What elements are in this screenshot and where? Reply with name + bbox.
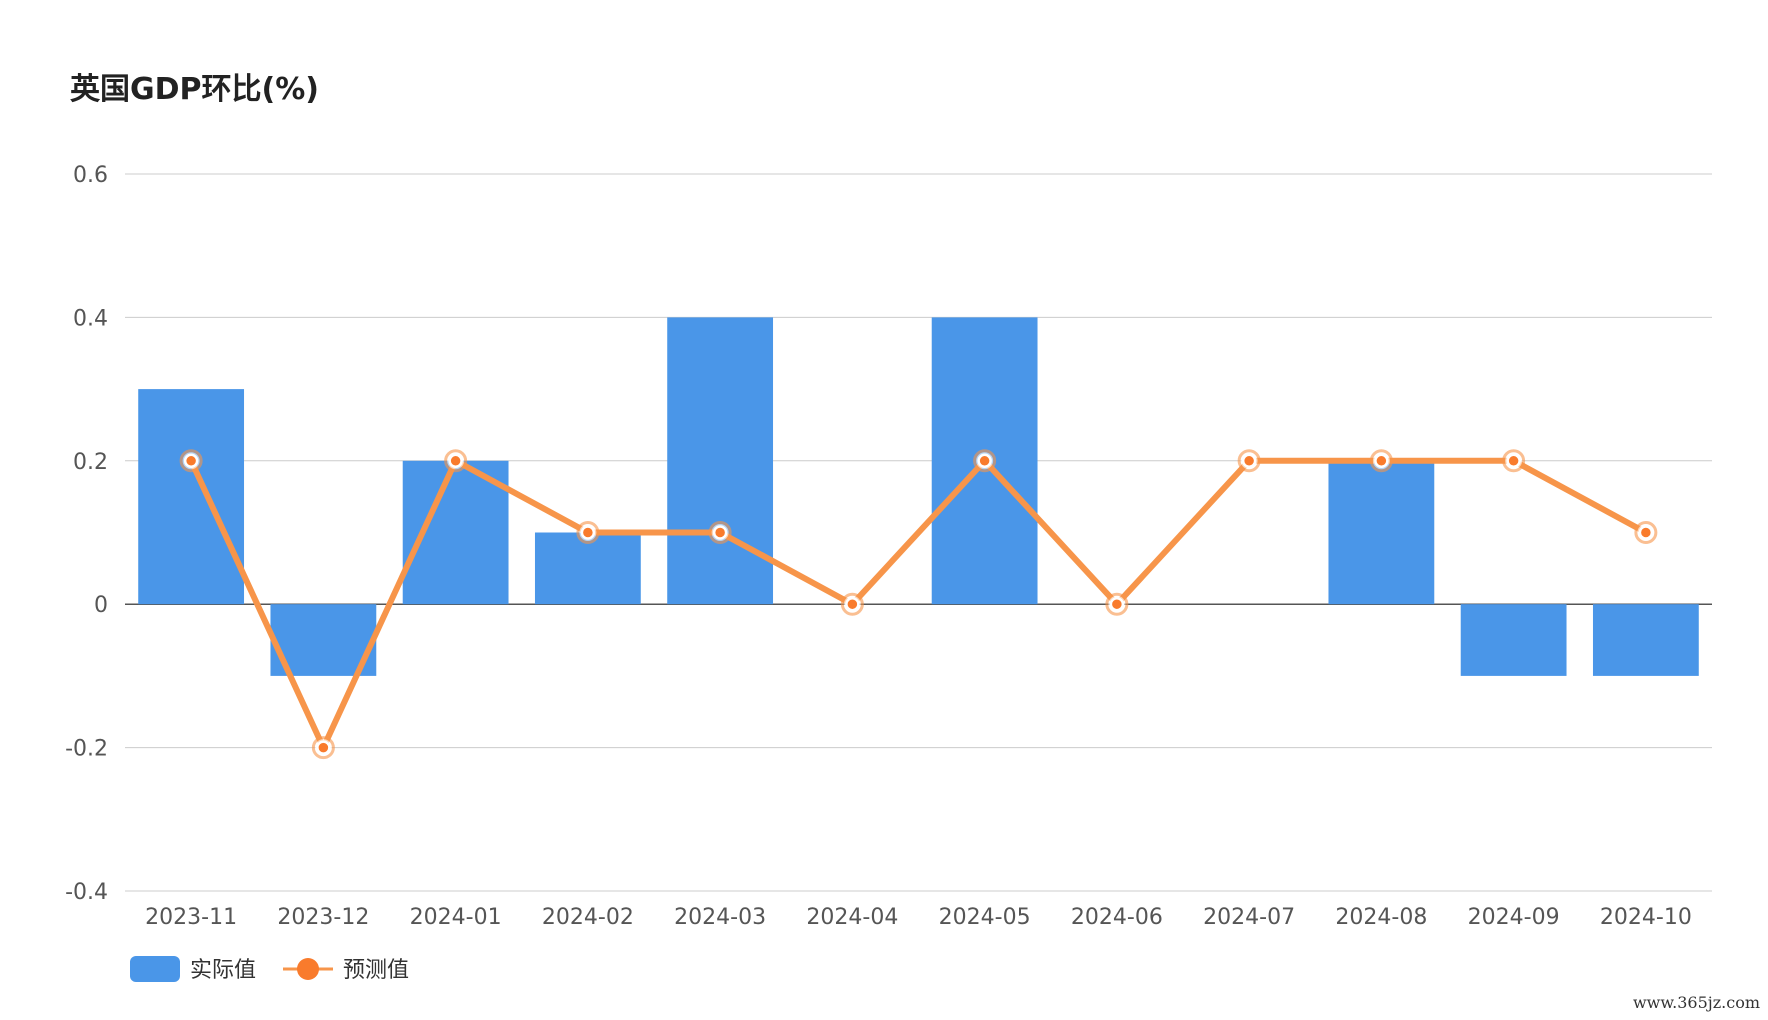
chart-title: 英国GDP环比(%) [70,72,319,107]
bar [534,532,641,605]
forecast-point [1506,453,1521,469]
x-tick-label: 2024-06 [1071,905,1163,930]
forecast-point [977,453,992,469]
legend-swatch-actual [130,956,180,982]
forecast-point [183,453,199,469]
bar [1460,604,1567,676]
forecast-point [1638,525,1654,540]
forecast-point [448,453,463,469]
y-tick-label: 0 [94,593,108,618]
forecast-line [188,457,1649,751]
legend-label-forecast: 预测值 [343,958,409,983]
legend-swatch-forecast-dot [297,958,319,980]
x-tick-label: 2024-01 [410,905,502,930]
x-tick-label: 2024-02 [542,905,634,930]
forecast-point [845,596,860,612]
forecast-point [1374,453,1389,469]
x-tick-label: 2023-12 [277,905,369,930]
bar [667,317,774,605]
bar [270,604,377,676]
y-tick-label: 0.6 [73,163,108,188]
forecast-point [1241,453,1257,469]
x-tick-label: 2024-10 [1600,905,1692,930]
bar [1592,604,1699,676]
y-tick-label: -0.2 [65,737,108,762]
y-tick-label: 0.2 [73,450,108,475]
y-tick-label: -0.4 [65,880,108,905]
y-tick-label: 0.4 [73,306,108,331]
x-tick-label: 2024-05 [939,905,1031,930]
x-tick-label: 2024-07 [1203,905,1295,930]
site-watermark: www.365jz.com [1632,993,1760,1012]
x-tick-label: 2024-04 [806,905,898,930]
legend-label-actual: 实际值 [190,958,256,983]
x-tick-label: 2024-08 [1335,905,1427,930]
bar [1328,460,1435,605]
x-tick-label: 2024-03 [674,905,766,930]
x-tick-label: 2023-11 [145,905,237,930]
bar [138,389,245,605]
forecast-point [1109,596,1125,612]
forecast-point [580,525,596,540]
forecast-point [316,740,331,755]
x-tick-label: 2024-09 [1468,905,1560,930]
forecast-point [712,525,728,540]
